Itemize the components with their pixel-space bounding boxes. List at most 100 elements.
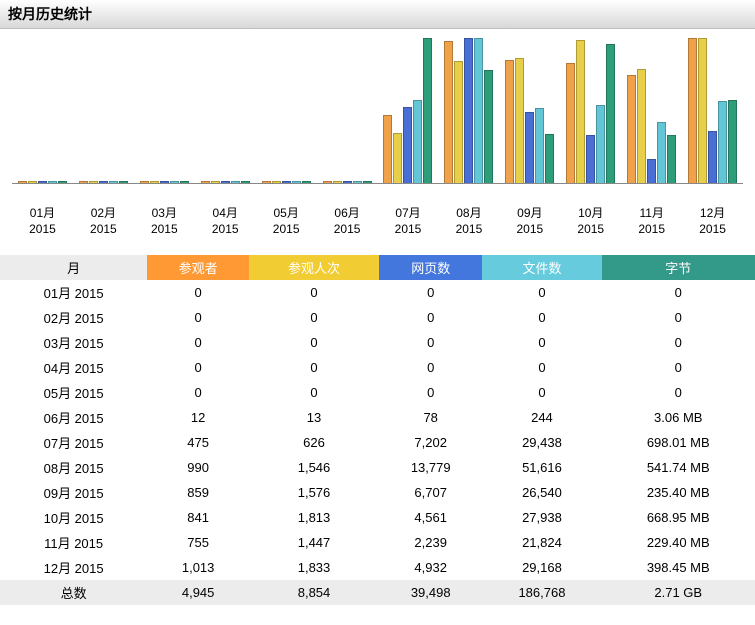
chart-month-group <box>560 40 621 183</box>
bar-hits <box>657 122 666 183</box>
cell-visits: 0 <box>249 305 379 330</box>
x-axis-label: 11月2015 <box>621 204 682 237</box>
bar-pages <box>282 181 291 183</box>
table-row: 01月 201500000 <box>0 280 755 305</box>
stats-table: 月 参观者 参观人次 网页数 文件数 字节 01月 20150000002月 2… <box>0 255 755 605</box>
cell-hits: 0 <box>482 355 601 380</box>
bar-hits <box>48 181 57 183</box>
cell-month: 10月 2015 <box>0 505 147 530</box>
bar-hits <box>413 100 422 183</box>
cell-bytes: 698.01 MB <box>602 430 755 455</box>
total-bytes: 2.71 GB <box>602 580 755 605</box>
bar-bytes <box>606 44 615 183</box>
bar-hits <box>231 181 240 183</box>
table-header-row: 月 参观者 参观人次 网页数 文件数 字节 <box>0 255 755 280</box>
bar-visits <box>89 181 98 183</box>
chart-month-group <box>195 181 256 183</box>
chart-month-group <box>438 38 499 183</box>
cell-visits: 1,813 <box>249 505 379 530</box>
table-row: 08月 20159901,54613,77951,616541.74 MB <box>0 455 755 480</box>
bar-bytes <box>302 181 311 183</box>
x-axis-label: 10月2015 <box>560 204 621 237</box>
chart-month-group <box>12 181 73 183</box>
bar-visits <box>28 181 37 183</box>
bar-visitors <box>18 181 27 183</box>
cell-visits: 1,447 <box>249 530 379 555</box>
cell-pages: 13,779 <box>379 455 482 480</box>
cell-pages: 4,561 <box>379 505 482 530</box>
bar-visits <box>211 181 220 183</box>
cell-hits: 29,168 <box>482 555 601 580</box>
total-pages: 39,498 <box>379 580 482 605</box>
cell-visitors: 0 <box>147 330 249 355</box>
bar-bytes <box>241 181 250 183</box>
cell-bytes: 0 <box>602 280 755 305</box>
bar-pages <box>38 181 47 183</box>
cell-month: 07月 2015 <box>0 430 147 455</box>
cell-visitors: 990 <box>147 455 249 480</box>
bar-hits <box>474 38 483 183</box>
cell-month: 06月 2015 <box>0 405 147 430</box>
table-row: 11月 20157551,4472,23921,824229.40 MB <box>0 530 755 555</box>
cell-month: 01月 2015 <box>0 280 147 305</box>
cell-hits: 244 <box>482 405 601 430</box>
chart-month-group <box>256 181 317 183</box>
bar-visitors <box>566 63 575 183</box>
bar-bytes <box>180 181 189 183</box>
cell-visits: 13 <box>249 405 379 430</box>
cell-month: 04月 2015 <box>0 355 147 380</box>
total-visitors: 4,945 <box>147 580 249 605</box>
page-title: 按月历史统计 <box>0 0 755 29</box>
table-row: 06月 20151213782443.06 MB <box>0 405 755 430</box>
cell-hits: 29,438 <box>482 430 601 455</box>
bar-visitors <box>323 181 332 183</box>
chart-x-axis: 01月201502月201503月201504月201505月201506月20… <box>0 204 755 243</box>
col-visitors: 参观者 <box>147 255 249 280</box>
cell-hits: 26,540 <box>482 480 601 505</box>
table-row: 10月 20158411,8134,56127,938668.95 MB <box>0 505 755 530</box>
bar-bytes <box>667 135 676 183</box>
table-row: 07月 20154756267,20229,438698.01 MB <box>0 430 755 455</box>
bar-hits <box>353 181 362 183</box>
table-row: 12月 20151,0131,8334,93229,168398.45 MB <box>0 555 755 580</box>
cell-visits: 0 <box>249 380 379 405</box>
x-axis-label: 08月2015 <box>438 204 499 237</box>
bar-visits <box>637 69 646 183</box>
cell-pages: 78 <box>379 405 482 430</box>
cell-visits: 1,833 <box>249 555 379 580</box>
cell-bytes: 541.74 MB <box>602 455 755 480</box>
cell-bytes: 3.06 MB <box>602 405 755 430</box>
bar-visits <box>393 133 402 183</box>
cell-pages: 2,239 <box>379 530 482 555</box>
total-month: 总数 <box>0 580 147 605</box>
bar-bytes <box>119 181 128 183</box>
cell-bytes: 398.45 MB <box>602 555 755 580</box>
bar-visitors <box>140 181 149 183</box>
bar-pages <box>647 159 656 183</box>
col-visits: 参观人次 <box>249 255 379 280</box>
cell-visits: 0 <box>249 280 379 305</box>
cell-hits: 0 <box>482 280 601 305</box>
cell-hits: 51,616 <box>482 455 601 480</box>
cell-hits: 0 <box>482 305 601 330</box>
cell-month: 12月 2015 <box>0 555 147 580</box>
bar-pages <box>343 181 352 183</box>
cell-visits: 626 <box>249 430 379 455</box>
bar-visits <box>698 38 707 183</box>
bar-bytes <box>423 38 432 183</box>
chart-month-group <box>317 181 378 183</box>
cell-visitors: 0 <box>147 355 249 380</box>
cell-bytes: 0 <box>602 380 755 405</box>
cell-visitors: 0 <box>147 380 249 405</box>
monthly-bar-chart <box>0 29 755 204</box>
bar-visits <box>515 58 524 183</box>
bar-visitors <box>444 41 453 183</box>
cell-visitors: 859 <box>147 480 249 505</box>
bar-bytes <box>728 100 737 183</box>
bar-hits <box>535 108 544 183</box>
table-row: 09月 20158591,5766,70726,540235.40 MB <box>0 480 755 505</box>
bar-pages <box>403 107 412 183</box>
bar-visits <box>150 181 159 183</box>
table-row: 03月 201500000 <box>0 330 755 355</box>
bar-hits <box>109 181 118 183</box>
